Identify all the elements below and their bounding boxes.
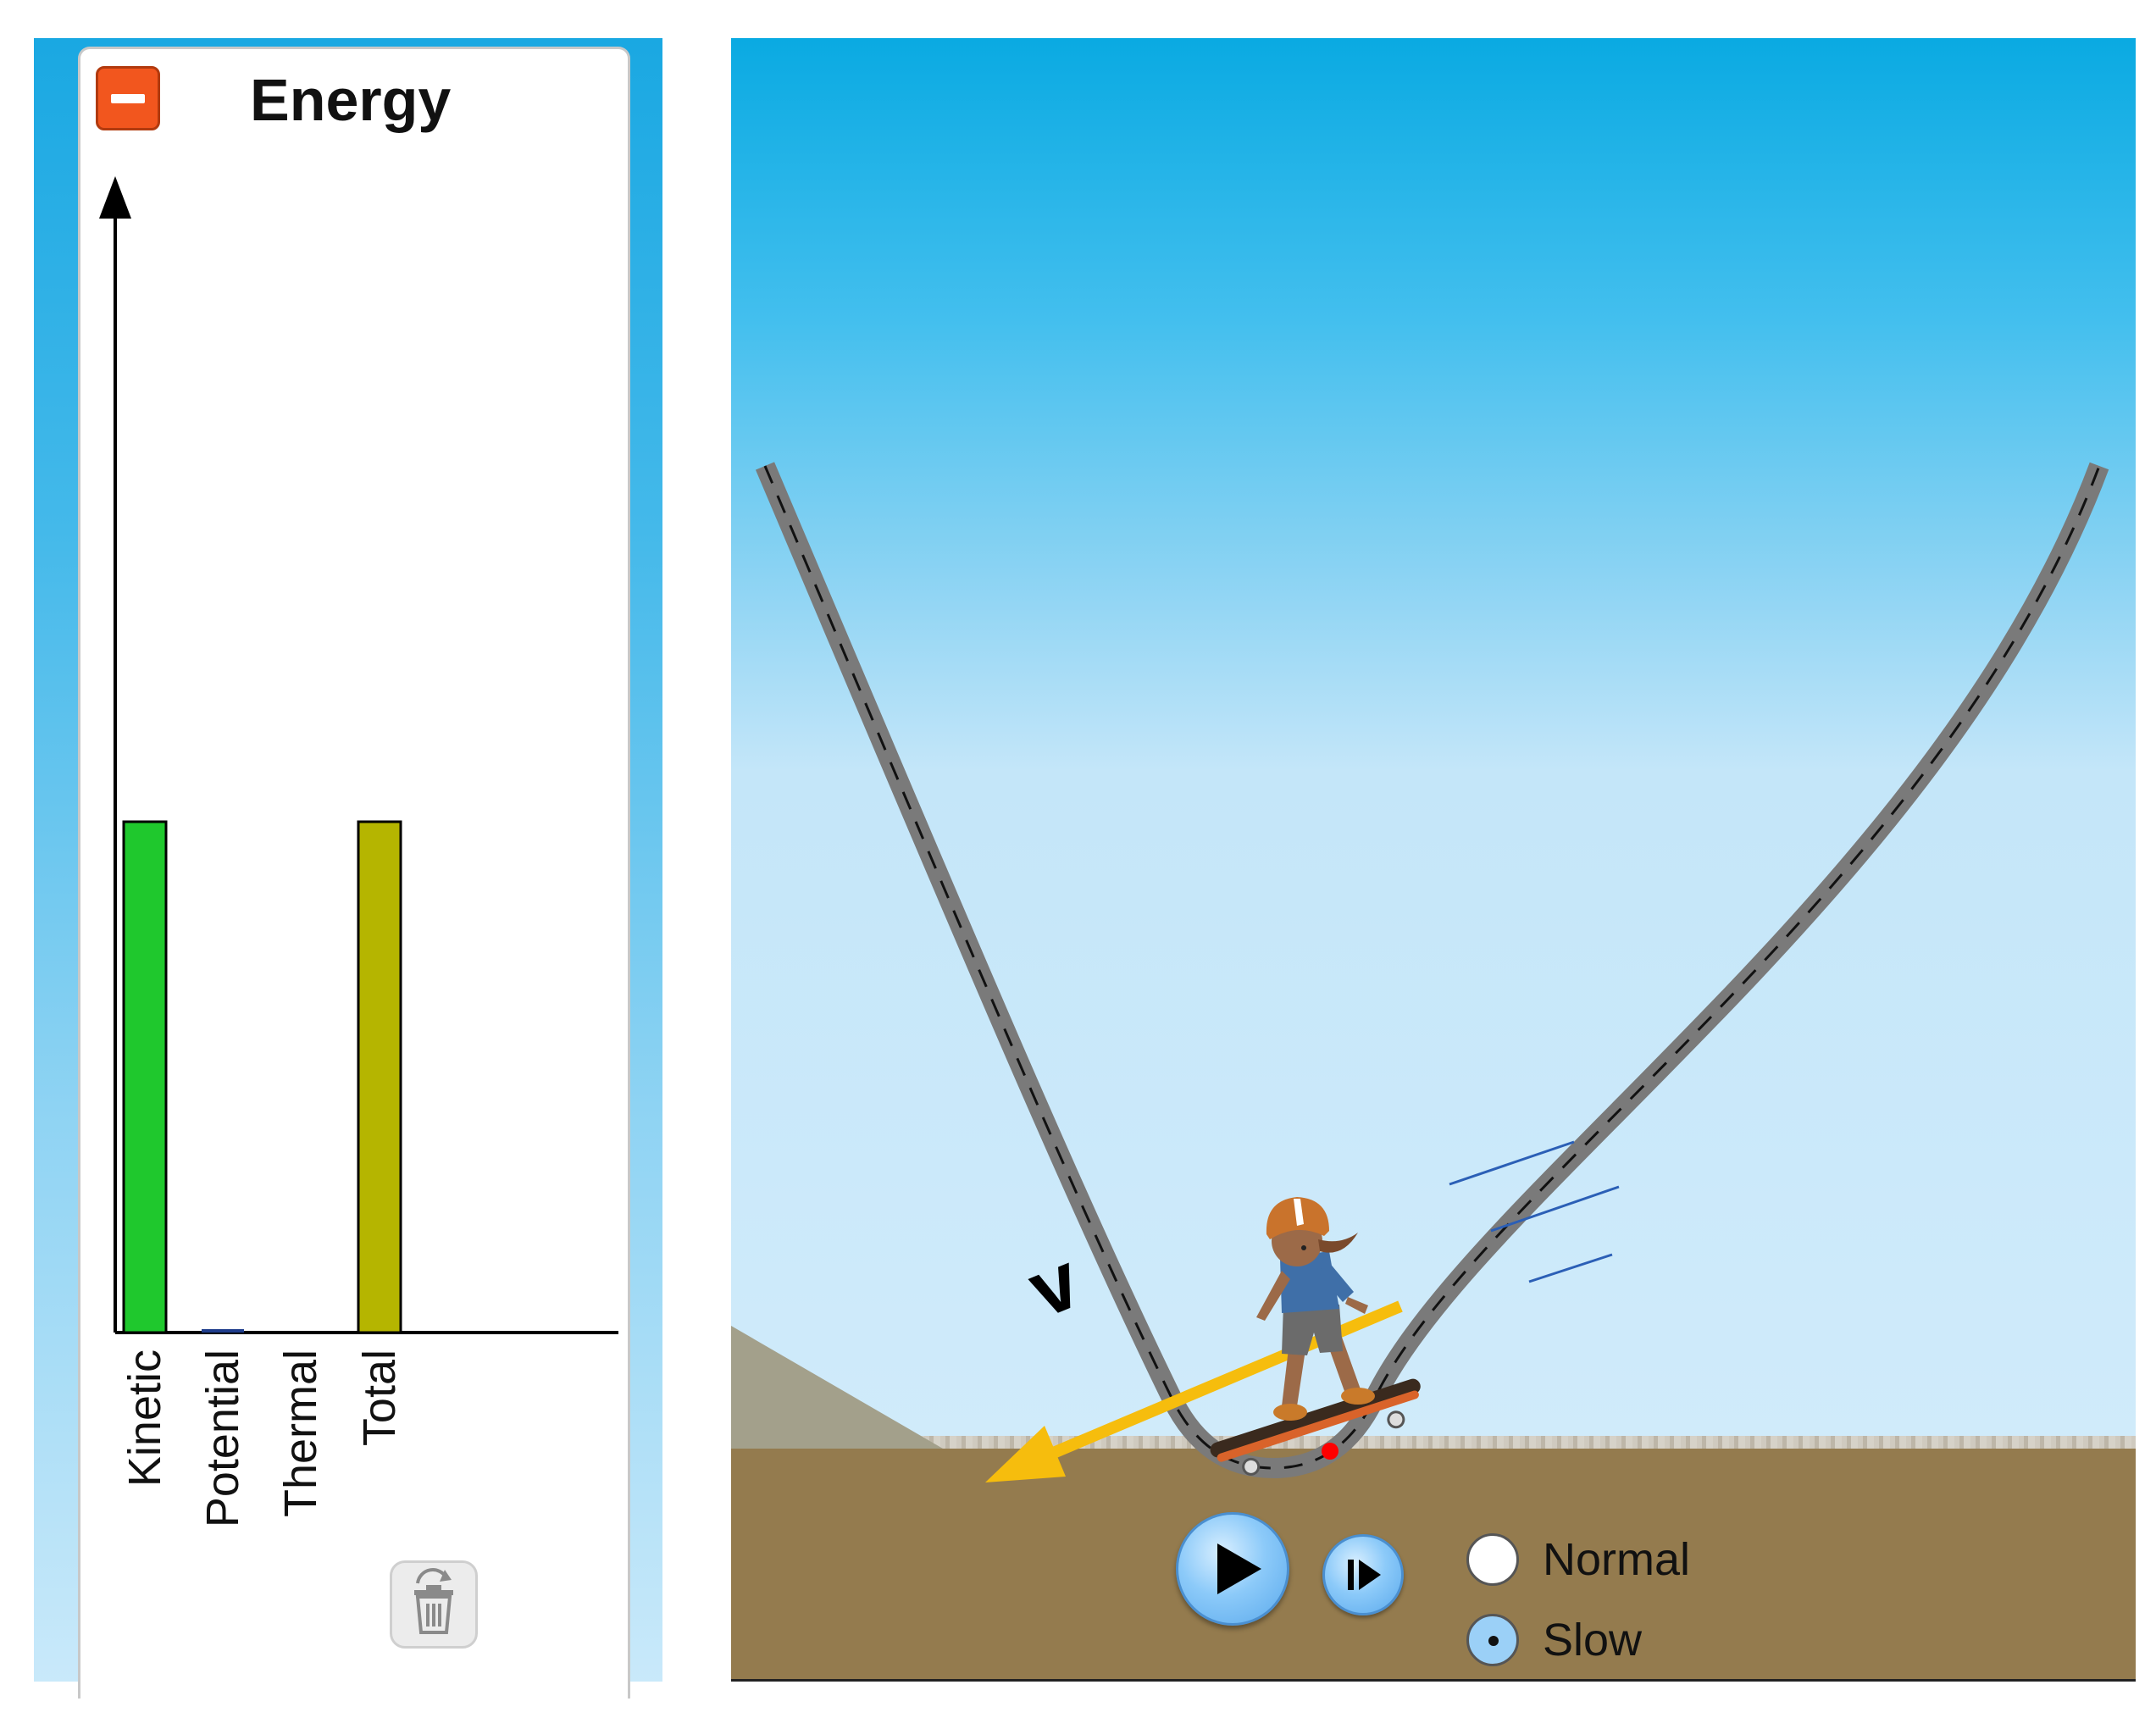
sky [731, 38, 2136, 1449]
step-forward-icon [1348, 1560, 1381, 1590]
scene-drawing: v [731, 462, 2109, 1484]
bar-potential [202, 1328, 244, 1333]
velocity-label: v [1017, 1235, 1092, 1335]
trash-icon [414, 1568, 453, 1634]
radio-label-normal: Normal [1543, 1534, 1691, 1585]
bar-total [357, 820, 402, 1334]
speed-option-slow[interactable]: Slow [1466, 1610, 1642, 1670]
energy-bar-chart: Kinetic Potential Thermal Total [99, 176, 618, 1527]
center-of-mass-dot [1322, 1443, 1338, 1460]
ground [731, 1449, 2136, 1679]
panel-title: Energy [250, 67, 452, 133]
radio-label-slow: Slow [1543, 1615, 1643, 1665]
clear-button[interactable] [390, 1560, 478, 1649]
play-icon [1217, 1543, 1261, 1594]
bar-label-thermal: Thermal [275, 1349, 326, 1517]
motion-lines [1449, 1140, 1620, 1283]
background-hill [731, 1326, 943, 1449]
track[interactable] [755, 462, 2109, 1479]
step-forward-button[interactable] [1322, 1534, 1404, 1615]
energy-panel: Energy Kinetic Potential Thermal Total [78, 47, 630, 1699]
track-centerline [763, 465, 2101, 1470]
skate-park-scene: v [731, 38, 2136, 1682]
speed-option-normal[interactable]: Normal [1466, 1530, 1690, 1589]
bar-label-potential: Potential [197, 1349, 248, 1527]
radio-normal[interactable] [1466, 1533, 1519, 1586]
skater[interactable] [1208, 1197, 1430, 1484]
bar-label-total: Total [354, 1349, 405, 1446]
radio-selected-dot [1488, 1636, 1499, 1646]
y-axis-arrowhead [99, 176, 131, 219]
radio-slow[interactable] [1466, 1614, 1519, 1666]
bar-kinetic [122, 820, 168, 1334]
collapse-panel-button[interactable] [96, 66, 160, 130]
scene-border [731, 1679, 2136, 1682]
play-button[interactable] [1176, 1512, 1289, 1626]
bar-label-kinetic: Kinetic [119, 1349, 170, 1487]
minus-icon [111, 94, 145, 103]
